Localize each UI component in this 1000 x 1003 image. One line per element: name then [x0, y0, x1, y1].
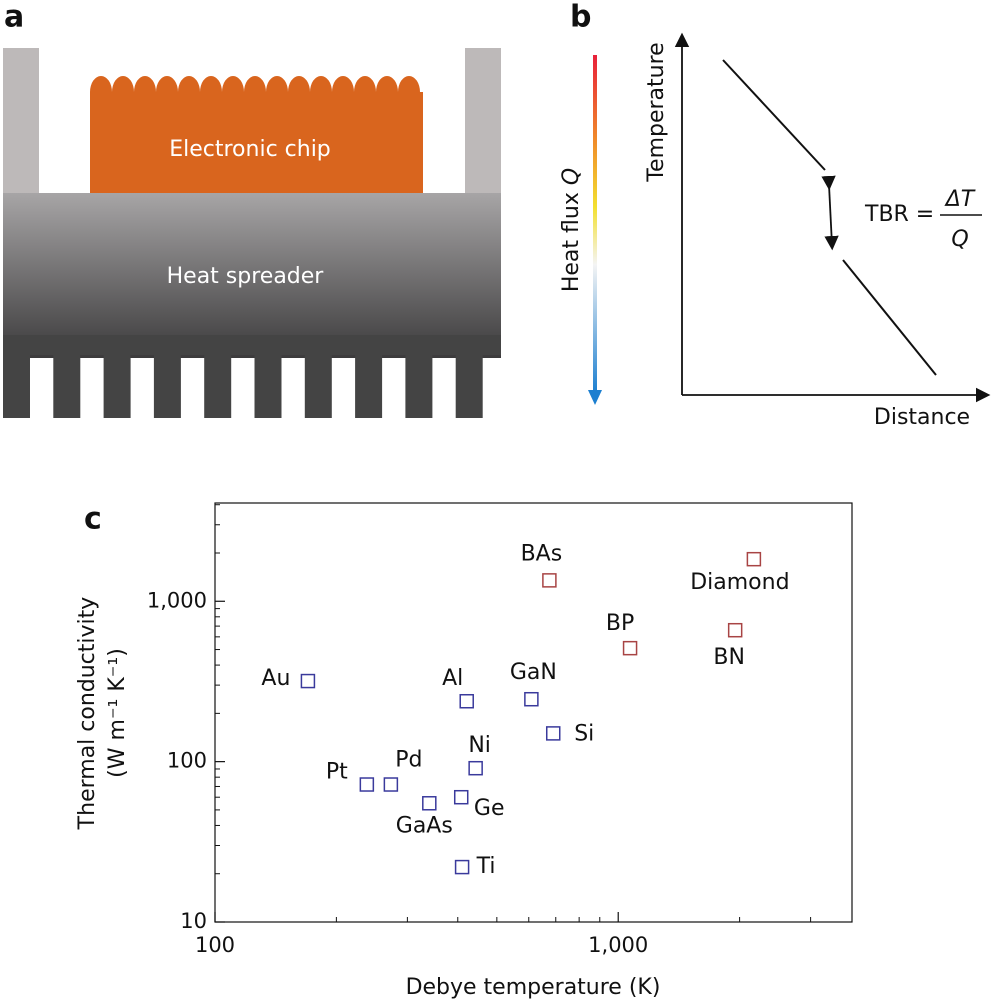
x-axis-title: Debye temperature (K)	[406, 975, 661, 1000]
y-tick-label: 10	[180, 909, 207, 933]
data-point	[383, 777, 399, 792]
x-tick-label: 100	[195, 933, 235, 957]
data-point	[727, 622, 743, 638]
y-axis-title: Thermal conductivity	[75, 597, 100, 831]
data-point	[468, 760, 483, 776]
data-point	[300, 673, 316, 689]
chip-label: Electronic chip	[169, 137, 331, 162]
data-point	[359, 777, 375, 792]
heatsink-diagram	[3, 48, 501, 418]
y-tick-label: 100	[167, 749, 207, 773]
point-label: Ge	[474, 796, 505, 821]
data-point	[542, 573, 557, 588]
point-label: Si	[574, 721, 594, 746]
data-point	[524, 691, 539, 707]
data-point	[545, 726, 561, 741]
point-label: GaAs	[396, 813, 453, 838]
point-label: Ni	[468, 733, 491, 758]
point-label: Diamond	[690, 570, 789, 595]
point-label: Au	[261, 666, 290, 691]
panel-letter: c	[84, 502, 102, 537]
tbr-numerator: ΔT	[944, 187, 976, 212]
tbr-arrow	[821, 175, 839, 251]
point-label: BAs	[521, 541, 563, 566]
data-point	[459, 693, 474, 709]
point-label: Pd	[395, 748, 422, 773]
panel-letter: a	[4, 0, 24, 35]
y-tick-label: 1,000	[147, 588, 207, 612]
y-axis-label: Temperature	[644, 42, 669, 182]
point-label: Pt	[326, 760, 348, 785]
heat-flux-arrowhead	[588, 390, 602, 405]
point-label: Al	[442, 666, 463, 691]
x-tick-label: 1,000	[588, 933, 648, 957]
plot-frame	[214, 502, 853, 923]
data-point	[453, 789, 469, 805]
data-point	[454, 859, 470, 875]
temperature-line	[842, 259, 937, 376]
x-axis-label: Distance	[874, 405, 970, 430]
y-axis-title: (W m⁻¹ K⁻¹)	[105, 648, 130, 778]
point-label: BP	[606, 611, 634, 636]
data-point	[422, 796, 437, 811]
fin-base	[3, 335, 501, 355]
point-label: BN	[713, 645, 745, 670]
tbr-label: TBR =	[864, 202, 934, 227]
temperature-line	[722, 59, 826, 171]
heat-flux-label: Heat flux Q	[559, 168, 584, 292]
data-point	[746, 551, 762, 567]
data-point	[622, 640, 638, 656]
heat-flux-arrow	[593, 55, 597, 393]
panel-letter: b	[570, 0, 591, 35]
tbr-denominator: Q	[951, 227, 968, 252]
spreader-label: Heat spreader	[167, 264, 325, 289]
point-label: GaN	[510, 660, 557, 685]
point-label: Ti	[476, 854, 496, 879]
